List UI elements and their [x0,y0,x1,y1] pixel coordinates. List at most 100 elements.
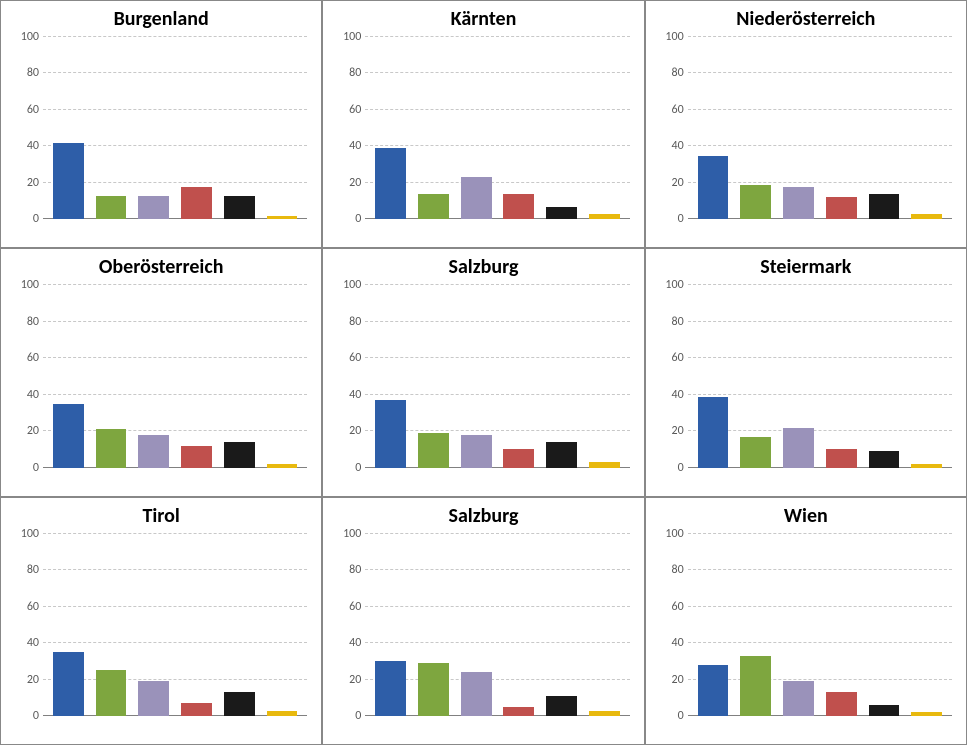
bar-slot [905,534,948,716]
bar-slot [734,285,777,467]
plot-region [365,534,629,716]
panel-title: Kärnten [323,1,643,33]
bar-slot [132,37,175,219]
bar-slot [820,37,863,219]
chart-panel: Oberösterreich020406080100 [0,248,322,496]
chart-panel: Kärnten 020406080100 [322,0,644,248]
bar-slot [692,285,735,467]
bar [698,156,729,220]
bar-slot [905,285,948,467]
y-tick-label: 40 [27,637,39,649]
bar [783,187,814,220]
bar [418,194,449,220]
bar-slot [175,285,218,467]
bar [826,197,857,219]
bar [589,462,620,467]
y-tick-label: 0 [355,213,361,225]
y-tick-label: 40 [671,140,683,152]
bar [138,196,169,220]
bar [546,207,577,220]
y-tick-label: 80 [671,67,683,79]
bars-container [43,37,307,219]
y-tick-label: 80 [671,564,683,576]
bar [53,652,84,716]
y-tick-label: 80 [349,67,361,79]
bars-container [688,534,952,716]
bar [375,148,406,219]
bar [53,143,84,220]
panel-title: Salzburg [323,249,643,281]
chart-area: 020406080100 [656,285,956,479]
y-tick-label: 100 [343,31,361,43]
bar-slot [863,285,906,467]
bar-slot [777,534,820,716]
chart-area: 020406080100 [11,37,311,231]
y-axis: 020406080100 [656,285,686,467]
bar [138,681,169,716]
y-axis: 020406080100 [333,285,363,467]
y-tick-label: 0 [355,710,361,722]
plot-region [688,534,952,716]
bar [503,707,534,716]
panel-title: Tirol [1,498,321,530]
panel-title: Steiermark [646,249,966,281]
chart-area: 020406080100 [333,285,633,479]
bar [503,449,534,467]
y-tick-label: 20 [671,674,683,686]
bar [911,464,942,468]
y-tick-label: 100 [665,528,683,540]
chart-area: 020406080100 [333,37,633,231]
bar [911,214,942,219]
y-tick-label: 40 [671,637,683,649]
chart-panel: Salzburg020406080100 [322,497,644,745]
bar [740,656,771,716]
y-tick-label: 80 [27,564,39,576]
y-tick-label: 0 [678,710,684,722]
bar-slot [132,285,175,467]
y-tick-label: 20 [349,177,361,189]
bar [461,672,492,716]
plot-region [43,534,307,716]
y-tick-label: 40 [27,140,39,152]
y-tick-label: 60 [671,104,683,116]
y-tick-label: 0 [33,462,39,474]
chart-area: 020406080100 [11,534,311,728]
bar [589,214,620,219]
y-tick-label: 60 [27,104,39,116]
bar-slot [820,285,863,467]
y-axis: 020406080100 [333,37,363,219]
chart-panel: Salzburg 020406080100 [322,248,644,496]
bars-container [688,37,952,219]
y-tick-label: 20 [27,674,39,686]
bar [267,464,298,468]
plot-region [365,37,629,219]
bar [224,442,255,468]
bar [911,712,942,716]
bar-slot [369,285,412,467]
bar-slot [820,534,863,716]
bar [869,194,900,220]
bar-slot [734,534,777,716]
bar [418,663,449,716]
bar-slot [47,534,90,716]
y-tick-label: 0 [33,213,39,225]
y-tick-label: 0 [33,710,39,722]
bar [589,711,620,716]
bar [224,196,255,220]
chart-panel: Niederösterreich020406080100 [645,0,967,248]
plot-region [688,285,952,467]
bar [181,446,212,468]
y-tick-label: 100 [21,31,39,43]
bars-container [43,285,307,467]
bar-slot [497,285,540,467]
bar-slot [175,534,218,716]
y-tick-label: 0 [678,213,684,225]
bar [783,681,814,716]
bar [869,451,900,467]
bar [698,397,729,468]
bar-slot [905,37,948,219]
chart-panel: Burgenland020406080100 [0,0,322,248]
y-tick-label: 0 [678,462,684,474]
bar-slot [863,37,906,219]
plot-region [43,37,307,219]
